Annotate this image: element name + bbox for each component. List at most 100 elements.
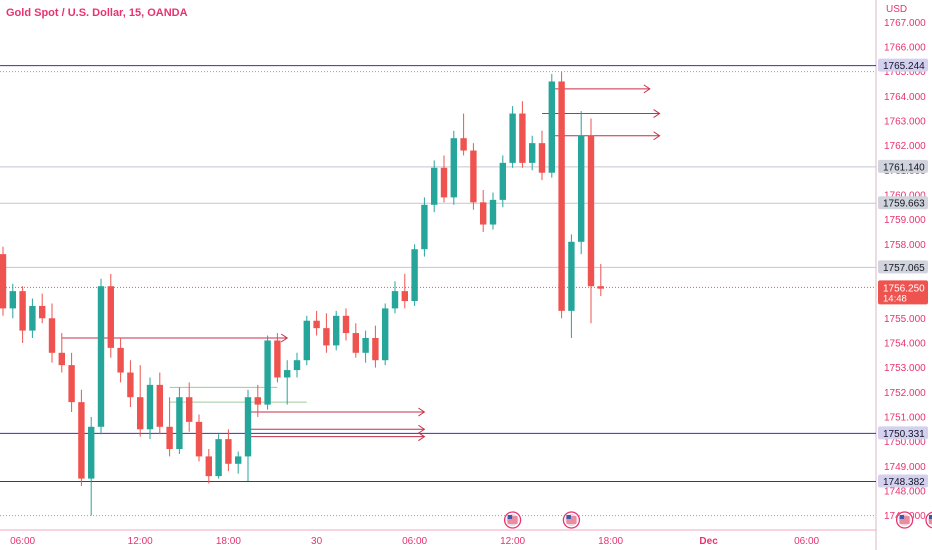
candle[interactable] <box>0 246 7 316</box>
candle[interactable] <box>264 335 271 410</box>
candle[interactable] <box>440 155 448 203</box>
candle[interactable] <box>519 101 526 168</box>
candle[interactable] <box>117 338 124 383</box>
x-tick-label: 06:00 <box>794 536 819 547</box>
y-tick-label: 1759.000 <box>884 215 926 226</box>
ray-arrow[interactable] <box>551 131 661 141</box>
candle[interactable] <box>421 197 428 257</box>
candle[interactable] <box>235 451 242 474</box>
candle[interactable] <box>313 310 320 336</box>
candle[interactable] <box>19 286 26 343</box>
candle[interactable] <box>362 330 369 363</box>
economic-event-icon[interactable] <box>562 511 581 529</box>
candle[interactable] <box>146 377 154 440</box>
candle[interactable] <box>166 397 173 457</box>
candle[interactable] <box>529 135 536 171</box>
candle[interactable] <box>215 434 222 479</box>
ray-arrow[interactable] <box>551 84 651 94</box>
candle[interactable] <box>68 352 75 412</box>
candle[interactable] <box>176 387 183 454</box>
candle[interactable] <box>97 278 105 435</box>
candle[interactable] <box>205 449 212 484</box>
y-tick-label: 1754.000 <box>884 338 926 349</box>
ray-arrow[interactable] <box>61 333 289 343</box>
candle[interactable] <box>597 264 604 297</box>
candle[interactable] <box>127 360 134 408</box>
candle[interactable] <box>372 325 379 368</box>
candle[interactable] <box>480 190 487 232</box>
x-tick-label: 06:00 <box>402 536 427 547</box>
candle[interactable] <box>333 310 340 351</box>
candle[interactable] <box>254 384 261 417</box>
y-tick-label: 1764.000 <box>884 92 926 103</box>
candle[interactable] <box>578 111 585 255</box>
candle[interactable] <box>88 416 95 516</box>
candle[interactable] <box>342 308 350 341</box>
chart-title: Gold Spot / U.S. Dollar, 15, OANDA <box>6 7 188 19</box>
svg-text:1765.244: 1765.244 <box>883 61 925 72</box>
level-price-label: 1748.382 <box>878 474 928 488</box>
candle[interactable] <box>48 303 56 363</box>
svg-text:1759.663: 1759.663 <box>883 199 925 210</box>
candle[interactable] <box>382 303 389 366</box>
candle[interactable] <box>431 160 438 213</box>
candle[interactable] <box>558 71 565 319</box>
candle[interactable] <box>587 118 595 324</box>
candle[interactable] <box>303 315 310 366</box>
candle[interactable] <box>293 352 301 378</box>
svg-text:1756.250: 1756.250 <box>883 283 925 294</box>
y-tick-label: 1755.000 <box>884 314 926 325</box>
y-tick-label: 1751.000 <box>884 412 926 423</box>
candle[interactable] <box>489 192 497 230</box>
x-tick-label: 18:00 <box>216 536 241 547</box>
candle[interactable] <box>352 323 359 358</box>
ray-arrow[interactable] <box>248 432 426 442</box>
svg-text:14:48: 14:48 <box>883 293 907 304</box>
candle[interactable] <box>499 155 506 208</box>
svg-text:1757.065: 1757.065 <box>883 263 925 274</box>
candle[interactable] <box>323 313 330 353</box>
candle[interactable] <box>391 281 399 314</box>
candle[interactable] <box>225 429 232 472</box>
ray-arrow[interactable] <box>248 407 426 417</box>
ray-arrow[interactable] <box>248 424 426 434</box>
x-tick-label: 30 <box>311 536 323 547</box>
y-tick-label: 1762.000 <box>884 141 926 152</box>
candle[interactable] <box>39 293 46 324</box>
x-tick-label: 18:00 <box>598 536 623 547</box>
y-tick-label: 1753.000 <box>884 363 926 374</box>
candle[interactable] <box>156 372 163 435</box>
candle[interactable] <box>244 389 252 482</box>
y-tick-label: 1760.000 <box>884 190 926 201</box>
candle[interactable] <box>568 234 575 338</box>
candle[interactable] <box>195 414 203 462</box>
candle[interactable] <box>29 298 36 338</box>
y-tick-label: 1749.000 <box>884 462 926 473</box>
candle[interactable] <box>450 130 457 205</box>
candle[interactable] <box>137 365 144 437</box>
y-tick-label: 1750.000 <box>884 437 926 448</box>
level-price-label: 1759.663 <box>878 196 928 210</box>
candle[interactable] <box>274 333 281 383</box>
candle[interactable] <box>107 273 114 358</box>
level-price-label: 1757.065 <box>878 260 928 274</box>
candle[interactable] <box>78 389 85 486</box>
economic-event-icon[interactable] <box>503 511 522 529</box>
level-price-label: 1761.140 <box>878 159 928 173</box>
y-tick-label: 1752.000 <box>884 388 926 399</box>
candle[interactable] <box>284 360 291 405</box>
candle[interactable] <box>538 130 546 181</box>
candle[interactable] <box>548 74 555 178</box>
economic-event-icon[interactable] <box>895 511 914 529</box>
candle[interactable] <box>411 244 418 306</box>
x-tick-label: Dec <box>699 536 718 547</box>
candle[interactable] <box>401 273 408 309</box>
candle[interactable] <box>470 143 477 210</box>
candle[interactable] <box>186 382 193 432</box>
candle[interactable] <box>509 106 516 168</box>
candle[interactable] <box>9 283 16 319</box>
candle[interactable] <box>58 333 65 373</box>
candle[interactable] <box>460 113 467 156</box>
economic-event-icon[interactable] <box>925 511 932 529</box>
